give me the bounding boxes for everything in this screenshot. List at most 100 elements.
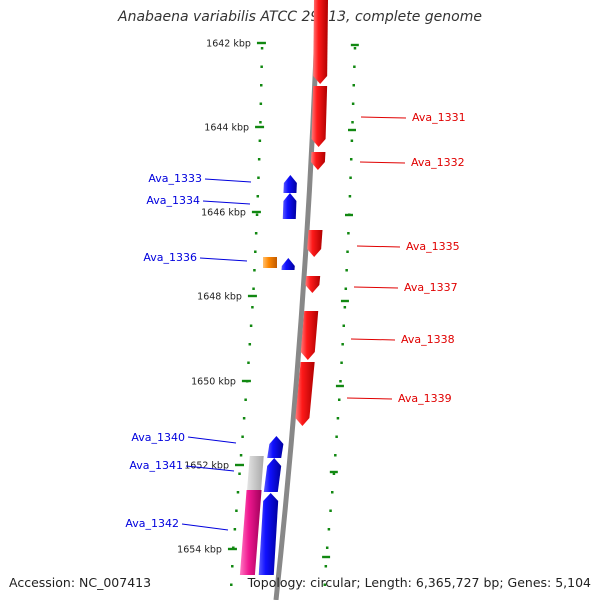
scale-dot-left (251, 306, 254, 309)
reverse-gene-label[interactable]: Ava_1341 (129, 459, 183, 472)
scale-dot-left (230, 583, 233, 586)
scale-dot-right (346, 250, 349, 253)
genome-backbone (273, 0, 321, 600)
scale-tick-label: 1650 kbp (191, 377, 236, 388)
forward-gene-label[interactable]: Ava_1338 (401, 333, 455, 346)
forward-gene-bar (307, 230, 323, 257)
accession-text: Accession: NC_007413 (9, 575, 152, 590)
scale-tick-right (329, 470, 338, 474)
scale-dot-right (350, 139, 354, 142)
scale-dot-right (351, 121, 354, 124)
scale-tick-label: 1654 kbp (177, 545, 222, 556)
orange-gene-bar (263, 257, 277, 268)
scale-dot-left (258, 139, 262, 142)
scale-dot-left (257, 176, 260, 179)
scale-dot-left (253, 269, 256, 272)
reverse-gene-leader (181, 523, 229, 531)
scale-tick-label: 1648 kbp (197, 292, 242, 303)
scale-dot-right (348, 195, 352, 198)
reverse-gene-bar (267, 436, 284, 458)
reverse-gene-bar (281, 258, 295, 270)
reverse-gene-leader (187, 436, 237, 444)
scale-tick-right (345, 213, 353, 217)
forward-gene-leader (360, 116, 407, 119)
scale-dot-right (342, 324, 345, 327)
scale-tick-label: 1644 kbp (204, 123, 249, 134)
reverse-gene-bar (263, 458, 282, 492)
scale-dot-right (353, 65, 356, 68)
scale-dot-right (352, 84, 355, 87)
gene-labels: Ava_1331 Ava_1332 Ava_1335 Ava_1337 Ava_1338… (125, 111, 466, 531)
scale-tick-right (350, 43, 359, 47)
scale-dot-left (252, 287, 255, 290)
forward-gene-label[interactable]: Ava_1337 (404, 281, 458, 294)
reverse-gene-bar (283, 175, 297, 193)
scale-dot-left (255, 213, 259, 216)
scale-dot-right (339, 380, 342, 383)
scale-dot-left (231, 565, 234, 568)
scale-tick-left (235, 463, 244, 467)
scale-dot-left (244, 398, 247, 401)
scale-dot-right (334, 454, 337, 457)
forward-gene-leader (356, 245, 401, 248)
scale-dot-right (329, 509, 332, 512)
scale-ticks: 1642 kbp 1644 kbp 1646 kbp 1648 kbp 1650 kbp… (177, 39, 266, 556)
reverse-gene-label[interactable]: Ava_1340 (131, 431, 185, 444)
scale-dot-left (233, 528, 237, 531)
scale-tick-right (322, 555, 331, 559)
scale-dot-left (254, 250, 257, 253)
forward-gene-leader (359, 161, 406, 164)
forward-gene-bar (310, 152, 326, 170)
scale-tick-right (348, 128, 356, 132)
scale-dot-right (337, 398, 341, 401)
scale-dot-left (256, 195, 260, 198)
scale-tick-right (335, 384, 344, 388)
forward-gene-label[interactable]: Ava_1335 (406, 240, 460, 253)
forward-gene-bar (305, 276, 321, 293)
forward-gene-label[interactable]: Ava_1332 (411, 156, 465, 169)
genome-title: Anabaena variabilis ATCC 29413, complete… (118, 9, 482, 25)
scale-dot-right (325, 546, 329, 549)
scale-dot-left (259, 121, 262, 124)
scale-dot-left (259, 102, 263, 105)
reverse-gene-label[interactable]: Ava_1333 (148, 172, 202, 185)
scale-tick-left (251, 210, 261, 214)
scale-dot-right (331, 491, 334, 494)
scale-tick-label: 1646 kbp (201, 208, 246, 219)
reverse-gene-leader (199, 257, 248, 262)
scale-dot-right (323, 583, 327, 586)
reverse-gene-leader (202, 200, 251, 205)
scale-dot-left (239, 454, 243, 457)
reverse-gene-label[interactable]: Ava_1334 (146, 194, 200, 207)
reverse-gene-leader (185, 465, 235, 472)
grey-gene-bar (247, 456, 264, 490)
scale-dot-right (340, 361, 343, 364)
forward-gene-leader (353, 286, 399, 289)
scale-dot-left (232, 546, 235, 549)
scale-dot-right (336, 417, 340, 420)
scale-tick-right (340, 299, 349, 303)
reverse-gene-bar (258, 493, 279, 575)
scale-tick-left (227, 547, 237, 551)
reverse-gene-label[interactable]: Ava_1342 (125, 517, 179, 530)
scale-dot-left (236, 491, 240, 494)
forward-gene-bar (313, 0, 328, 84)
forward-gene-label[interactable]: Ava_1331 (412, 111, 466, 124)
scale-tick-label: 1652 kbp (184, 461, 229, 472)
scale-dot-right (335, 435, 338, 438)
scale-dot-right (353, 47, 357, 50)
reverse-gene-bar (282, 193, 297, 219)
scale-dot-left (260, 47, 264, 50)
scale-dot-right (324, 565, 328, 568)
scale-dot-left (248, 343, 252, 346)
scale-dot-left (254, 232, 258, 235)
scale-dot-right (327, 528, 331, 531)
scale-dot-left (260, 65, 263, 68)
scale-dot-right (347, 232, 350, 235)
forward-gene-label[interactable]: Ava_1339 (398, 392, 452, 405)
scale-tick-left (256, 41, 266, 45)
reverse-gene-label[interactable]: Ava_1336 (143, 251, 197, 264)
forward-gene-leader (350, 338, 396, 341)
scale-dot-right (345, 269, 348, 272)
